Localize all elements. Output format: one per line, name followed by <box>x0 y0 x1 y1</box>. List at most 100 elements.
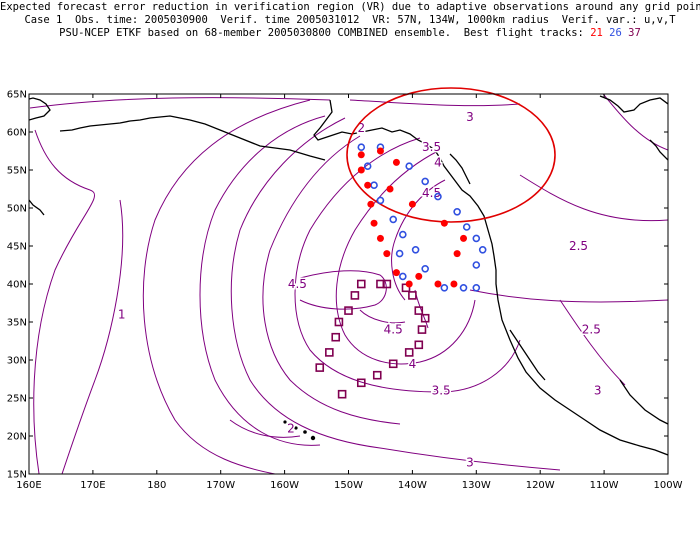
contour-label: 4.5 <box>422 186 441 200</box>
track-26-point <box>399 272 407 281</box>
track-37-point <box>408 291 417 300</box>
contour-label: 4 <box>409 357 417 371</box>
contour-label: 1 <box>118 307 126 321</box>
track-26-point <box>472 261 481 269</box>
contour-label: 3 <box>594 383 602 397</box>
lon-tick-label: 100W <box>654 480 683 491</box>
contour-1 <box>33 129 95 474</box>
lat-tick-label: 20N <box>7 432 27 443</box>
track-21-point <box>392 158 400 166</box>
track-37-point <box>414 340 424 350</box>
contour-label: 2.5 <box>582 323 601 337</box>
lat-tick-label: 30N <box>7 356 27 367</box>
track-26-point <box>421 177 429 186</box>
track-37-point <box>414 306 424 315</box>
lat-tick-label: 25N <box>7 394 27 405</box>
flight-tracks <box>315 143 487 399</box>
track-26-point <box>405 162 414 170</box>
lon-tick-label: 120W <box>526 480 555 491</box>
lon-tick-label: 150W <box>334 480 363 491</box>
track-26-point <box>389 215 398 224</box>
track-21-point <box>383 250 391 258</box>
contour-label: 3.5 <box>422 140 441 154</box>
track-26-point <box>395 249 404 258</box>
coast-kamchatka-tip <box>29 199 45 216</box>
contour-3-outer <box>230 99 561 471</box>
island-1 <box>283 420 287 424</box>
contour-label: 3.5 <box>432 383 451 397</box>
contour-label: 2 <box>357 121 365 135</box>
track-21-point <box>460 234 468 242</box>
track-21-point <box>408 200 416 208</box>
island-4 <box>310 435 316 441</box>
island-2 <box>294 426 298 430</box>
track-21-point <box>453 250 461 258</box>
contour-label: 4.5 <box>288 277 307 291</box>
contour-2-outer <box>29 97 331 474</box>
contour-lines <box>29 94 668 474</box>
title-line-3: PSU-NCEP ETKF based on 68-member 2005030… <box>0 27 700 39</box>
lat-tick-label: 15N <box>7 470 27 481</box>
coast-gulf <box>649 139 668 161</box>
contour-label: 2 <box>287 421 295 435</box>
map-frame <box>28 93 669 475</box>
lat-tick-label: 45N <box>7 242 27 253</box>
track-21-point <box>364 181 372 189</box>
lon-tick-label: 180 <box>147 480 166 491</box>
track-26-point <box>376 196 385 205</box>
track-21-point <box>392 269 400 277</box>
contour-label-layer: 233.544.52.54.514.5 2.543.5 323 <box>116 108 603 471</box>
lat-tick-label: 50N <box>7 204 27 215</box>
lon-tick-label: 130W <box>462 480 491 491</box>
contour-3-inner <box>262 135 401 425</box>
coast-bc-islands <box>449 153 471 185</box>
track-37-point <box>382 279 392 289</box>
contour-4-5-left <box>299 270 387 310</box>
contour-3-5 <box>294 137 521 393</box>
lat-tick-label: 65N <box>7 90 27 101</box>
coastlines <box>29 95 668 456</box>
lon-tick-label: 170W <box>206 480 235 491</box>
track-37-point <box>372 370 382 380</box>
lat-tick-label: 60N <box>7 128 27 139</box>
track-37-point <box>337 389 347 399</box>
track-26-point <box>462 223 471 231</box>
contour-2-hawaii <box>229 419 301 438</box>
track-21-point <box>367 200 375 208</box>
contour-label: 3 <box>466 110 474 124</box>
lat-tick-label: 40N <box>7 280 27 291</box>
lon-tick-label: 170E <box>80 480 105 491</box>
lon-tick-label: 140W <box>398 480 427 491</box>
track-26-point <box>370 181 378 189</box>
verification-region-circle <box>346 87 556 223</box>
coast-mexico-east <box>619 379 668 425</box>
track-26-point <box>411 246 420 254</box>
island-3 <box>303 430 307 434</box>
title-line-2: Case 1 Obs. time: 2005030900 Verif. time… <box>24 14 676 26</box>
track-21-point <box>376 147 384 155</box>
lon-tick-label: 160E <box>16 480 41 491</box>
track-26-point <box>472 234 481 243</box>
track-37-point <box>334 317 344 327</box>
track-21-point <box>370 219 378 227</box>
track-21-point <box>357 151 365 159</box>
track-37-point <box>344 306 353 315</box>
lon-tick-label: 160W <box>270 480 299 491</box>
track-26-point <box>472 283 481 292</box>
track-21-point <box>415 272 423 280</box>
lon-tick-label: 110W <box>590 480 619 491</box>
track-26-point <box>399 230 407 239</box>
coast-baja <box>509 329 546 381</box>
track-21-point <box>434 280 442 288</box>
title-line-3-prefix: PSU-NCEP ETKF based on 68-member 2005030… <box>59 27 584 39</box>
coast-canada-north <box>599 95 668 113</box>
track-37-point <box>356 279 366 289</box>
track-37-point <box>420 313 430 323</box>
coast-aleutians <box>59 115 326 161</box>
hawaii-islands <box>283 420 316 441</box>
contour-4 <box>335 149 476 365</box>
track-37-label: 37 <box>628 27 641 39</box>
track-37-point <box>356 378 366 388</box>
